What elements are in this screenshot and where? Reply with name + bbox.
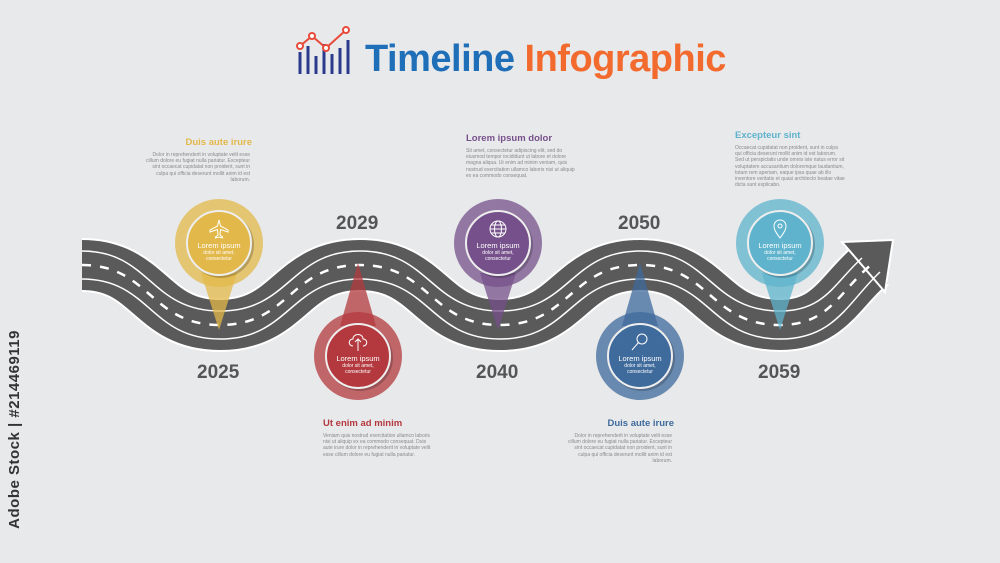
pin-title: Lorem ipsum <box>476 241 520 250</box>
pin-subtitle: dolor sit amet, consectetur <box>764 250 796 262</box>
pin-subtitle: dolor sit amet, consectetur <box>203 250 235 262</box>
milestone-heading: Duis aute irure <box>185 137 252 148</box>
milestone-pin-2040 <box>454 199 542 330</box>
pin-subtitle: dolor sit amet, consectetur <box>482 250 514 262</box>
pin-label: Lorem ipsum dolor sit amet, consectetur <box>458 241 538 262</box>
milestone-text: Ut enim ad minim Veniam quis nostrud exer… <box>323 418 435 458</box>
milestone-description: Sit amet, consectetur adipiscing elit, s… <box>466 148 575 179</box>
milestone-text: Duis aute irure Dolor in reprehenderit in… <box>140 137 252 183</box>
arrow-head <box>839 238 895 295</box>
pin-label: Lorem ipsum dolor sit amet, consectetur <box>179 241 259 262</box>
milestone-heading: Duis aute irure <box>607 418 674 429</box>
milestone-description: Dolor in reprehenderit in voluptate veli… <box>568 433 672 464</box>
watermark: Adobe Stock | #214469119 <box>6 330 23 529</box>
pin-label: Lorem ipsum dolor sit amet, consectetur <box>740 241 820 262</box>
pin-subtitle: dolor sit amet, consectetur <box>342 363 374 375</box>
pin-title: Lorem ipsum <box>618 354 662 363</box>
pin-label: Lorem ipsum dolor sit amet, consectetur <box>600 354 680 375</box>
milestone-heading: Lorem ipsum dolor <box>466 133 553 144</box>
milestone-description: Veniam quis nostrud exercitation ullamco… <box>323 433 431 458</box>
pin-subtitle: dolor sit amet, consectetur <box>624 363 656 375</box>
milestone-pin-2025 <box>175 199 263 330</box>
year-label: 2025 <box>197 362 240 383</box>
cloud-upload-icon <box>348 334 368 351</box>
milestone-heading: Ut enim ad minim <box>323 418 403 429</box>
airplane-icon <box>209 219 229 239</box>
milestone-pin-2059 <box>736 199 824 330</box>
page-title: Timeline Infographic <box>365 38 726 80</box>
globe-icon <box>489 220 507 238</box>
pin-title: Lorem ipsum <box>758 241 802 250</box>
milestone-text: Excepteur sint Occaecat cupidatat non pro… <box>735 130 847 188</box>
milestone-description: Occaecat cupidatat non proident, sunt in… <box>735 145 845 189</box>
year-label: 2050 <box>618 213 661 234</box>
year-label: 2059 <box>758 362 801 383</box>
milestone-pin-2029 <box>314 263 402 400</box>
chart-icon <box>296 26 350 74</box>
year-label: 2040 <box>476 362 519 383</box>
pin-title: Lorem ipsum <box>336 354 380 363</box>
pin-label: Lorem ipsum dolor sit amet, consectetur <box>318 354 398 375</box>
milestone-pin-2050 <box>596 263 684 400</box>
magnifier-icon <box>631 333 648 351</box>
pin-title: Lorem ipsum <box>197 241 241 250</box>
milestone-text: Duis aute irure Dolor in reprehenderit in… <box>562 418 674 464</box>
year-label: 2029 <box>336 213 379 234</box>
milestone-text: Lorem ipsum dolor Sit amet, consectetur a… <box>466 133 578 179</box>
milestone-description: Dolor in reprehenderit in voluptate veli… <box>146 152 250 183</box>
location-pin-icon <box>773 219 787 239</box>
milestone-heading: Excepteur sint <box>735 130 801 141</box>
